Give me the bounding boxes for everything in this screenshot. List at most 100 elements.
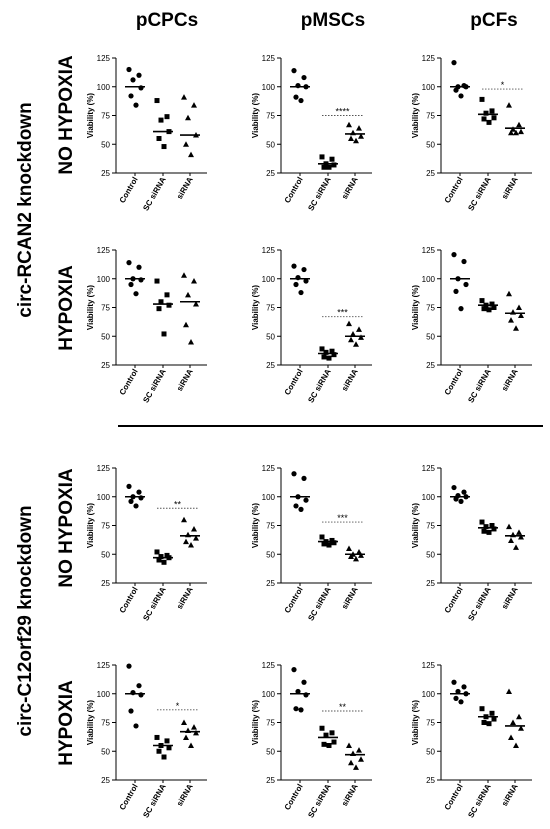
data-point <box>126 66 132 73</box>
y-tick-label: 75 <box>266 522 275 531</box>
chart-panel-2-2: 25 50 75 100 125 Viability (%) Control SC siRNA… <box>411 464 532 622</box>
data-point <box>188 542 194 548</box>
x-tick-label: Control <box>283 176 305 205</box>
row-label-rcan2-hypoxia: HYPOXIA <box>56 265 77 351</box>
y-tick-label: 100 <box>97 690 111 699</box>
x-tick-label: siRNA <box>500 367 520 392</box>
data-point <box>156 748 162 754</box>
data-point <box>166 745 172 751</box>
data-point <box>154 278 160 284</box>
y-tick-label: 125 <box>97 246 111 255</box>
significance-label: ** <box>339 702 347 712</box>
data-point <box>161 559 167 565</box>
y-tick-label: 25 <box>101 169 110 178</box>
data-point <box>291 68 297 74</box>
data-point <box>350 330 356 337</box>
data-point <box>453 496 459 502</box>
x-tick-label: SC siRNA <box>466 367 493 404</box>
data-point <box>183 141 189 147</box>
y-axis-label: Viability (%) <box>411 503 420 549</box>
data-point <box>516 121 522 128</box>
data-point <box>128 708 134 714</box>
y-tick-label: 100 <box>97 493 111 502</box>
y-axis-label: Viability (%) <box>251 503 260 549</box>
x-tick-label: siRNA <box>500 585 520 610</box>
data-point <box>458 699 464 705</box>
data-point <box>508 129 514 136</box>
significance-label: *** <box>337 308 348 318</box>
y-tick-label: 25 <box>426 776 435 785</box>
data-point <box>489 710 495 716</box>
data-point <box>181 719 187 725</box>
data-point <box>181 272 187 278</box>
x-tick-label: siRNA <box>175 367 195 392</box>
data-point <box>358 756 364 762</box>
data-point <box>133 102 139 108</box>
data-point <box>331 162 337 168</box>
data-point <box>513 129 519 136</box>
data-point <box>508 734 514 740</box>
data-point <box>319 154 325 160</box>
data-point <box>506 688 512 694</box>
chart-panel-3-0: 25 50 75 100 125 Viability (%) Control SC siRNA… <box>86 661 207 819</box>
y-tick-label: 125 <box>262 464 276 473</box>
y-tick-label: 75 <box>426 719 435 728</box>
data-point <box>455 688 461 695</box>
data-point <box>321 741 327 747</box>
data-point <box>516 529 522 535</box>
column-header-pmscs: pMSCs <box>301 10 365 31</box>
row-label-c12orf29-hypoxia: HYPOXIA <box>56 680 77 766</box>
data-point <box>158 299 164 305</box>
data-point <box>126 260 132 266</box>
data-point <box>301 266 307 273</box>
y-tick-label: 50 <box>426 332 435 341</box>
data-point <box>326 542 332 548</box>
x-tick-label: Control <box>118 368 140 397</box>
data-point <box>329 730 335 736</box>
x-tick-label: Control <box>443 176 465 205</box>
data-point <box>463 281 469 288</box>
y-axis-label: Viability (%) <box>86 700 95 746</box>
data-point <box>126 483 132 489</box>
y-tick-label: 100 <box>262 275 276 284</box>
data-point <box>346 545 352 551</box>
y-tick-label: 75 <box>101 304 110 313</box>
data-point <box>293 503 299 509</box>
data-point <box>479 519 485 525</box>
data-point <box>188 151 194 158</box>
y-tick-label: 100 <box>97 275 111 284</box>
x-tick-label: Control <box>118 176 140 205</box>
y-tick-label: 100 <box>422 83 436 92</box>
data-point <box>348 553 354 560</box>
data-point <box>136 264 142 270</box>
x-tick-label: Control <box>443 368 465 397</box>
y-tick-label: 75 <box>426 522 435 531</box>
data-point <box>183 538 189 545</box>
data-point <box>295 688 301 695</box>
data-point <box>298 97 304 104</box>
data-point <box>291 667 297 673</box>
data-point <box>136 72 142 78</box>
data-point <box>356 747 362 753</box>
x-tick-label: SC siRNA <box>141 175 168 212</box>
x-tick-label: SC siRNA <box>466 585 493 622</box>
y-tick-label: 75 <box>266 112 275 121</box>
y-tick-label: 25 <box>426 361 435 370</box>
x-tick-label: siRNA <box>500 782 520 807</box>
data-point <box>483 110 489 116</box>
y-tick-label: 50 <box>101 747 110 756</box>
data-point <box>161 331 167 337</box>
data-point <box>161 754 167 760</box>
data-point <box>293 94 299 100</box>
chart-panel-3-2: 25 50 75 100 125 Viability (%) Control SC siRNA… <box>411 661 532 819</box>
y-tick-label: 100 <box>422 275 436 284</box>
y-tick-label: 100 <box>422 493 436 502</box>
y-tick-label: 25 <box>426 169 435 178</box>
data-point <box>486 529 492 535</box>
data-point <box>346 320 352 327</box>
data-point <box>453 87 459 93</box>
data-point <box>301 679 307 685</box>
data-point <box>451 679 457 685</box>
y-tick-label: 75 <box>101 719 110 728</box>
